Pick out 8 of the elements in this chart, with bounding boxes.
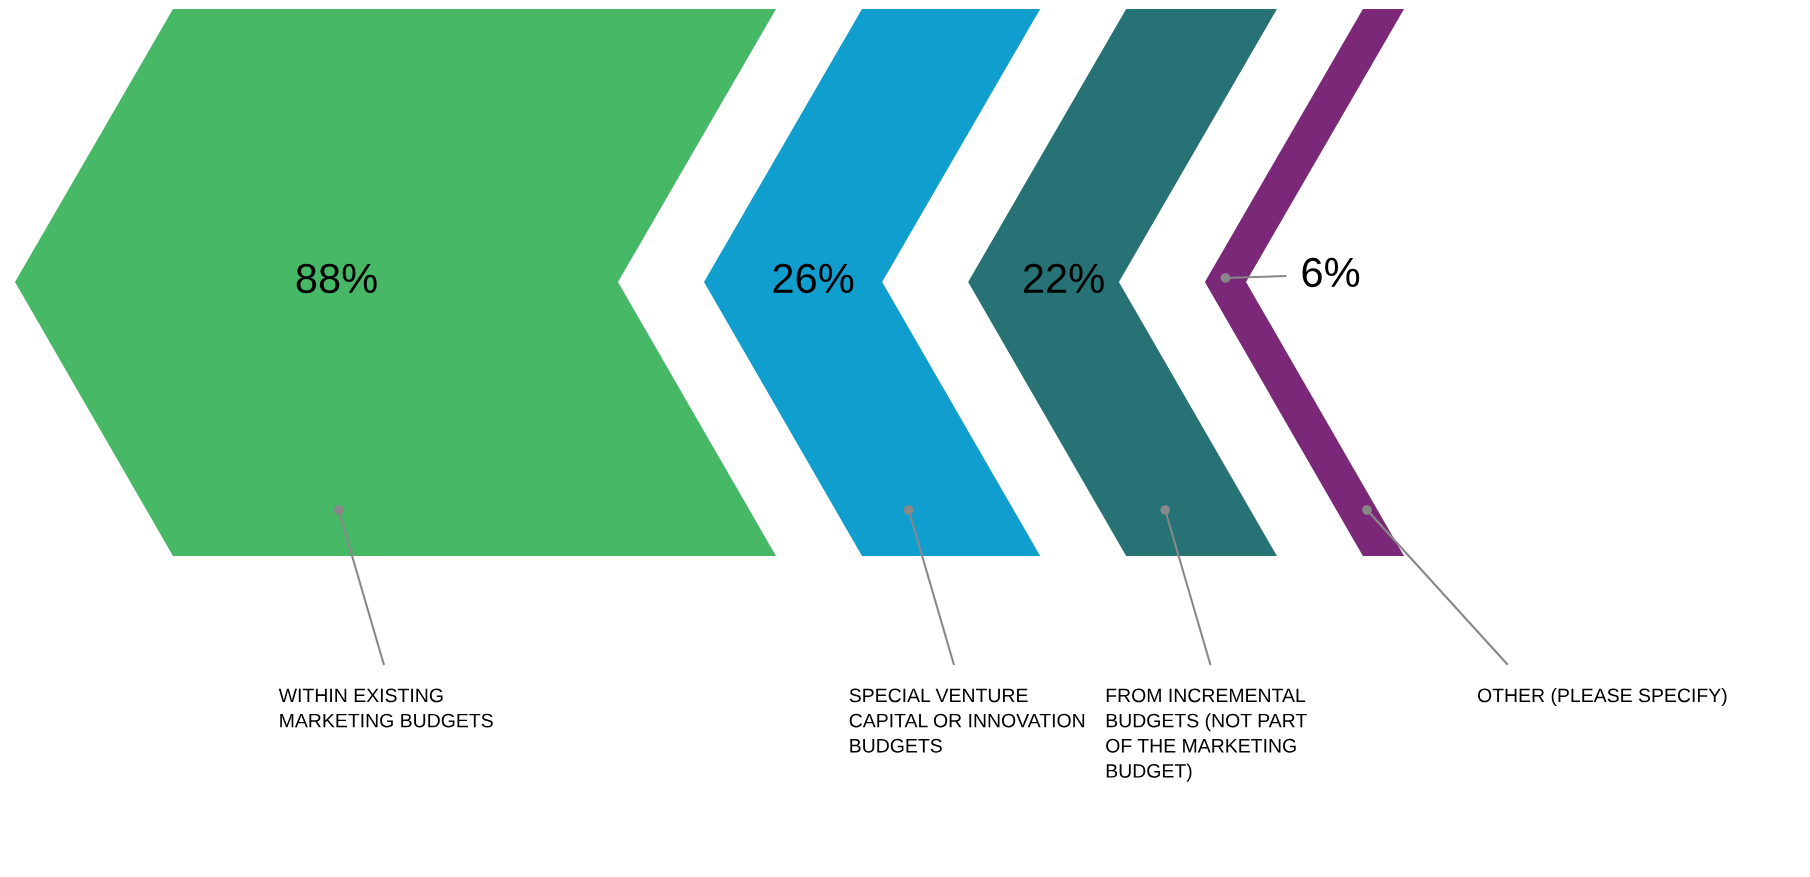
data-label: 22% bbox=[1023, 263, 1104, 294]
data-label: 6% bbox=[1302, 257, 1360, 288]
category-label: OTHER (PLEASE SPECIFY) bbox=[1477, 688, 1727, 707]
category-label: WITHIN EXISTING MARKETING BUDGETS bbox=[278, 688, 493, 728]
category-label: FROM INCREMENTAL BUDGETS (NOT PART OF THE MARKETING BUDGET) bbox=[1106, 688, 1307, 782]
data-label: 88% bbox=[296, 263, 377, 294]
category-label: SPECIAL VENTURE CAPITAL OR INNOVATION BUDGETS bbox=[849, 688, 1085, 753]
data-label: 26% bbox=[773, 263, 854, 294]
